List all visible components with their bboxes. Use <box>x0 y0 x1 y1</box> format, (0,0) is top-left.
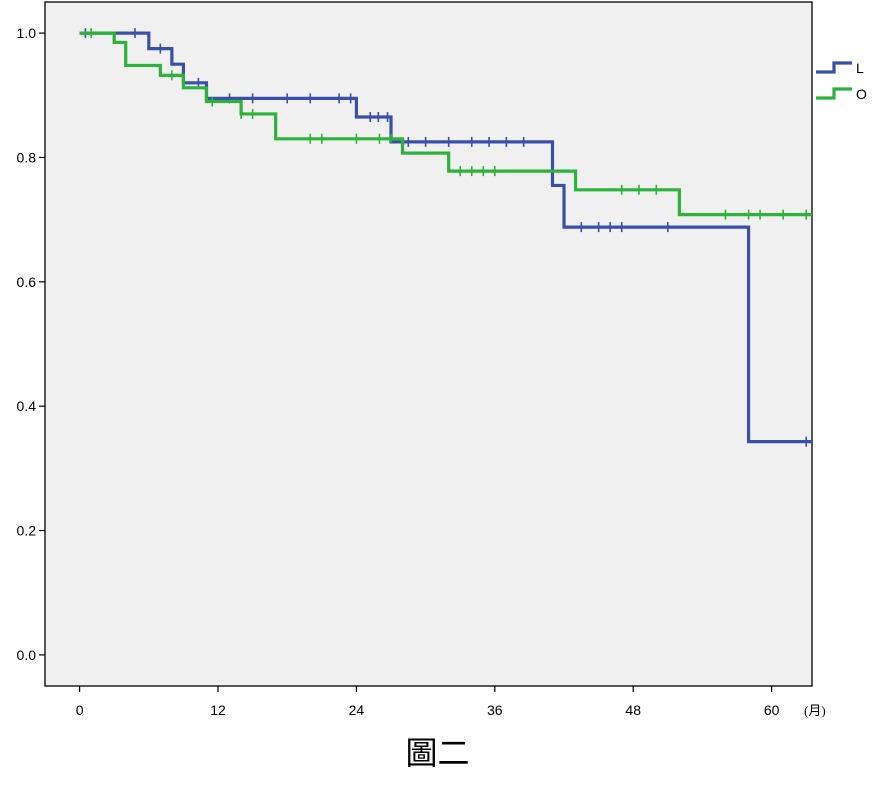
legend-entry-L: L <box>816 60 864 76</box>
x-tick-label: 36 <box>487 702 503 718</box>
y-tick-label: 1.0 <box>17 25 37 41</box>
legend-label: L <box>856 60 864 76</box>
legend-entry-O: O <box>816 86 867 102</box>
x-tick-label: 12 <box>210 702 226 718</box>
legend-swatch <box>816 61 852 74</box>
legend-label: O <box>856 86 867 102</box>
y-tick-label: 0.2 <box>17 523 37 539</box>
figure-caption: 圖二 <box>405 734 470 772</box>
legend: LO <box>816 60 867 102</box>
x-tick-label: 48 <box>625 702 641 718</box>
x-tick-label: 60 <box>764 702 780 718</box>
x-axis-unit-label: (月) <box>804 703 826 718</box>
y-tick-label: 0.6 <box>17 274 37 290</box>
x-tick-label: 24 <box>349 702 365 718</box>
x-tick-label: 0 <box>76 702 84 718</box>
series-layer <box>79 28 812 447</box>
survival-curve-O <box>79 31 812 217</box>
y-tick-label: 0.4 <box>17 398 37 414</box>
axes: 0.0 0.2 0.4 0.6 0.8 1.0 0 12 24 36 48 60 <box>17 1 813 718</box>
legend-swatch <box>816 87 852 100</box>
survival-curve-L <box>79 31 812 444</box>
y-tick-label: 0.0 <box>17 647 37 663</box>
y-tick-label: 0.8 <box>17 149 37 165</box>
plot-area <box>44 1 813 687</box>
series-O <box>79 28 812 220</box>
